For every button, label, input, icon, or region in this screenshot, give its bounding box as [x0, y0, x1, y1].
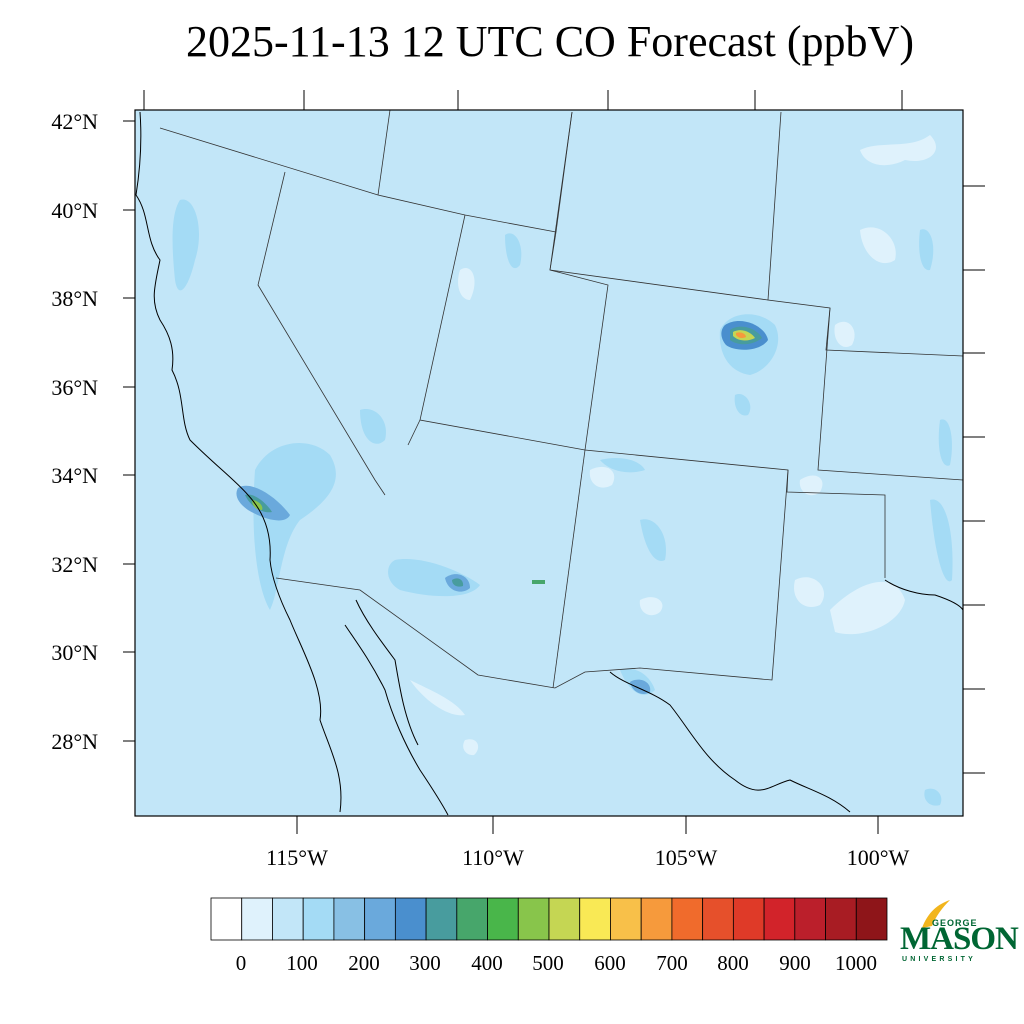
lon-label-105w: 105°W	[654, 845, 718, 870]
colorbar-swatch	[456, 897, 488, 941]
colorbar-swatch	[241, 897, 273, 941]
lat-label-34n: 34°N	[51, 463, 98, 488]
colorbar-swatch	[548, 897, 581, 941]
lat-label-42n: 42°N	[51, 109, 98, 134]
colorbar-swatch	[763, 897, 796, 941]
colorbar-swatch	[825, 897, 857, 941]
lat-label-28n: 28°N	[51, 729, 98, 754]
logo-line-university: UNIVERSITY	[902, 956, 977, 963]
hotspot-phoenix	[445, 574, 545, 592]
coastline	[135, 111, 964, 816]
colorbar-swatch	[855, 897, 888, 941]
colorbar-label: 200	[348, 951, 380, 975]
lat-label-40n: 40°N	[51, 198, 98, 223]
colorbar-label: 1000	[835, 951, 877, 975]
colorbar-label: 600	[594, 951, 626, 975]
colorbar-label: 900	[779, 951, 811, 975]
state-boundaries	[159, 109, 964, 689]
colorbar-label: 400	[471, 951, 503, 975]
colorbar-swatch	[394, 897, 427, 941]
hotspot-el-paso	[630, 679, 651, 694]
lon-label-100w: 100°W	[846, 845, 910, 870]
colorbar-swatch	[640, 897, 673, 941]
colorbar-label: 300	[409, 951, 441, 975]
hotspot-denver	[721, 320, 768, 350]
lat-label-36n: 36°N	[51, 375, 98, 400]
lat-label-32n: 32°N	[51, 552, 98, 577]
colorbar-swatch	[671, 897, 704, 941]
logo-line-george: GEORGE	[932, 918, 978, 928]
colorbar-swatch	[487, 897, 519, 941]
colorbar-swatch	[425, 897, 458, 941]
low-concentration-patches	[410, 135, 936, 756]
colorbar-swatch	[302, 897, 335, 941]
colorbar-label: 800	[717, 951, 749, 975]
map-frame	[134, 109, 964, 817]
colorbar-label: 700	[656, 951, 688, 975]
colorbar-label: 0	[235, 951, 247, 975]
colorbar-swatch	[364, 897, 396, 941]
lon-label-110w: 110°W	[462, 845, 524, 870]
lat-label-38n: 38°N	[51, 286, 98, 311]
colorbar-swatch	[333, 897, 366, 941]
logo-swoosh-icon	[922, 900, 950, 928]
colorbar	[210, 897, 888, 941]
axis-ticks	[123, 90, 985, 834]
colorbar-swatch	[210, 897, 243, 941]
colorbar-swatch	[732, 897, 765, 941]
map-background	[135, 110, 963, 816]
colorbar-label: 100	[286, 951, 318, 975]
lon-label-115w: 115°W	[266, 845, 328, 870]
colorbar-swatch	[702, 897, 734, 941]
colorbar-label: 500	[532, 951, 564, 975]
colorbar-swatch	[579, 897, 611, 941]
colorbar-swatch	[610, 897, 642, 941]
lat-label-30n: 30°N	[51, 640, 98, 665]
colorbar-swatch	[794, 897, 826, 941]
map-title: 2025-11-13 12 UTC CO Forecast (ppbV)	[186, 17, 914, 66]
colorbar-swatch	[517, 897, 550, 941]
george-mason-logo: GEORGE MASON UNIVERSITY	[898, 898, 1019, 968]
logo-line-mason: MASON	[900, 921, 1019, 957]
colorbar-swatch	[272, 897, 304, 941]
